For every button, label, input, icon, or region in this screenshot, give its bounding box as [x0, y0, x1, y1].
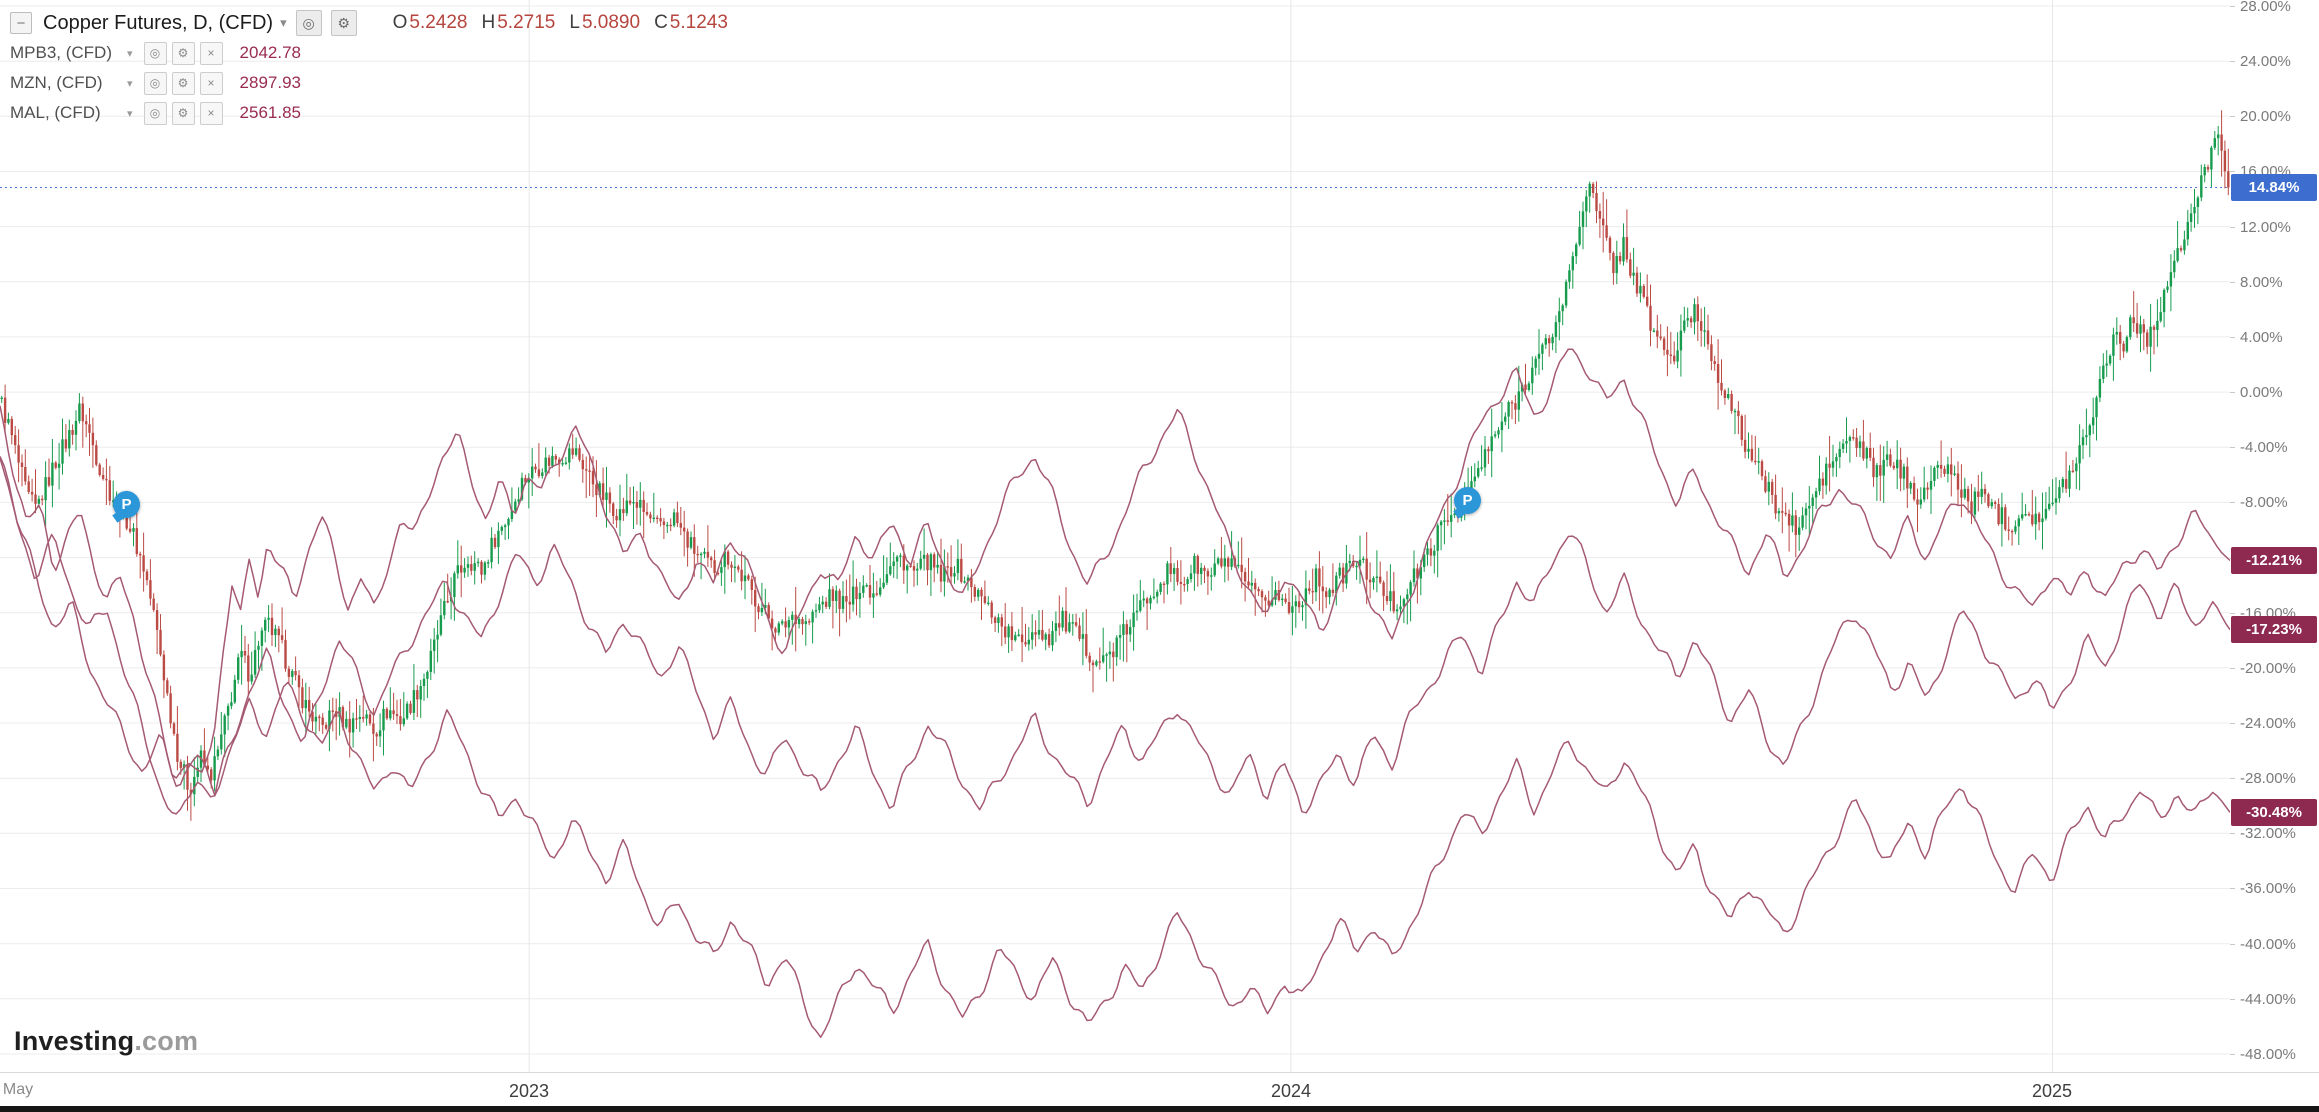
chart-plot[interactable] [0, 0, 2230, 1072]
axis-tick-mark [2230, 227, 2235, 228]
visibility-icon[interactable]: ◎ [143, 101, 167, 125]
price-tick-label: 12.00% [2240, 219, 2291, 236]
time-axis-label[interactable]: 2024 [1270, 1081, 1312, 1101]
price-tick-label: -40.00% [2240, 936, 2296, 953]
axis-tick-mark [2230, 723, 2235, 724]
axis-tick-mark [2230, 282, 2235, 283]
settings-button[interactable]: ⚙ [330, 10, 357, 36]
axis-tick-mark [2230, 337, 2235, 338]
instrument-title[interactable]: Copper Futures, D, (CFD) [43, 11, 274, 34]
compare-value: 2897.93 [239, 73, 301, 92]
axis-tick-mark [2230, 888, 2235, 889]
collapse-legend-button[interactable]: − [10, 12, 32, 34]
position-marker[interactable]: P [1454, 487, 1481, 514]
axis-tick-mark [2230, 999, 2235, 1000]
current-change-badge: 14.84% [2231, 174, 2317, 201]
axis-tick-mark [2230, 668, 2235, 669]
price-tick-label: -24.00% [2240, 715, 2296, 732]
close-icon[interactable]: × [199, 101, 223, 125]
high-label: H [481, 12, 496, 33]
close-label: C [654, 12, 668, 33]
settings-icon[interactable]: ⚙ [171, 41, 195, 65]
axis-tick-mark [2230, 116, 2235, 117]
compare-line-mzn[interactable] [0, 456, 2230, 815]
investing-logo[interactable]: Investing.com [14, 1026, 198, 1057]
axis-tick-mark [2230, 944, 2235, 945]
chevron-down-icon[interactable]: ▾ [127, 47, 133, 60]
mal-change-badge: -30.48% [2231, 799, 2317, 826]
chevron-down-icon[interactable]: ▾ [127, 107, 133, 120]
axis-tick-mark [2230, 1054, 2235, 1055]
compare-label[interactable]: MPB3, (CFD) [10, 43, 112, 62]
axis-tick-mark [2230, 392, 2235, 393]
open-value: 5.2428 [409, 12, 468, 33]
axis-tick-mark [2230, 613, 2235, 614]
price-tick-label: 8.00% [2240, 274, 2283, 291]
axis-tick-mark [2230, 61, 2235, 62]
axis-tick-mark [2230, 171, 2235, 172]
price-tick-label: -8.00% [2240, 494, 2288, 511]
logo-tld: .com [134, 1026, 199, 1056]
low-value: 5.0890 [581, 12, 641, 33]
time-axis-label[interactable]: 2025 [2031, 1081, 2073, 1101]
indicator-dot-button[interactable]: ◎ [295, 10, 322, 36]
close-icon[interactable]: × [199, 71, 223, 95]
axis-tick-mark [2230, 447, 2235, 448]
candlestick-series[interactable] [0, 110, 2230, 821]
logo-name: Investing [14, 1026, 135, 1056]
compare-value: 2042.78 [239, 43, 301, 62]
settings-icon[interactable]: ⚙ [171, 101, 195, 125]
price-tick-label: 24.00% [2240, 53, 2291, 70]
compare-line-mpb3[interactable] [0, 348, 2230, 779]
open-label: O [392, 12, 408, 33]
compare-row-mpb3: MPB3, (CFD) ▾ ◎ ⚙ × 2042.78 [10, 38, 728, 68]
low-label: L [569, 12, 580, 33]
price-tick-label: 28.00% [2240, 0, 2291, 15]
chevron-down-icon[interactable]: ▾ [280, 15, 287, 30]
axis-tick-mark [2230, 502, 2235, 503]
grid-lines [0, 0, 2230, 1072]
price-tick-label: -32.00% [2240, 825, 2296, 842]
instrument-header: − Copper Futures, D, (CFD) ▾ ◎ ⚙ O 5.242… [10, 8, 728, 38]
settings-icon[interactable]: ⚙ [171, 71, 195, 95]
time-axis-label[interactable]: 2023 [508, 1081, 550, 1101]
price-tick-label: -4.00% [2240, 439, 2288, 456]
visibility-icon[interactable]: ◎ [143, 41, 167, 65]
compare-line-mal[interactable] [0, 457, 2230, 1038]
price-tick-label: -48.00% [2240, 1046, 2296, 1063]
window-edge [0, 1106, 2319, 1112]
time-axis[interactable]: May 2023 2024 2025 [0, 1072, 2319, 1107]
legend-panel: − Copper Futures, D, (CFD) ▾ ◎ ⚙ O 5.242… [10, 8, 728, 128]
compare-label[interactable]: MAL, (CFD) [10, 103, 101, 122]
high-value: 5.2715 [497, 12, 556, 33]
ohlc-readout: O 5.2428 H 5.2715 L 5.0890 C 5.1243 [379, 12, 728, 34]
mpb3-change-badge: -12.21% [2231, 547, 2317, 574]
compare-row-mzn: MZN, (CFD) ▾ ◎ ⚙ × 2897.93 [10, 68, 728, 98]
axis-tick-mark [2230, 833, 2235, 834]
compare-row-mal: MAL, (CFD) ▾ ◎ ⚙ × 2561.85 [10, 98, 728, 128]
compare-value: 2561.85 [239, 103, 301, 122]
time-axis-label[interactable]: May [2, 1081, 34, 1098]
axis-tick-mark [2230, 6, 2235, 7]
visibility-icon[interactable]: ◎ [143, 71, 167, 95]
price-tick-label: -20.00% [2240, 660, 2296, 677]
price-tick-label: 0.00% [2240, 384, 2283, 401]
price-tick-label: 4.00% [2240, 329, 2283, 346]
close-icon[interactable]: × [199, 41, 223, 65]
price-tick-label: -44.00% [2240, 991, 2296, 1008]
axis-tick-mark [2230, 778, 2235, 779]
compare-label[interactable]: MZN, (CFD) [10, 73, 103, 92]
mzn-change-badge: -17.23% [2231, 616, 2317, 643]
price-axis[interactable]: 28.00% 24.00% 20.00% 16.00% 12.00% 8.00% 4.00%… [2230, 0, 2319, 1072]
price-tick-label: -28.00% [2240, 770, 2296, 787]
position-marker[interactable]: P [113, 491, 140, 518]
price-tick-label: 20.00% [2240, 108, 2291, 125]
price-tick-label: -36.00% [2240, 880, 2296, 897]
close-value: 5.1243 [669, 12, 728, 33]
chevron-down-icon[interactable]: ▾ [127, 77, 133, 90]
